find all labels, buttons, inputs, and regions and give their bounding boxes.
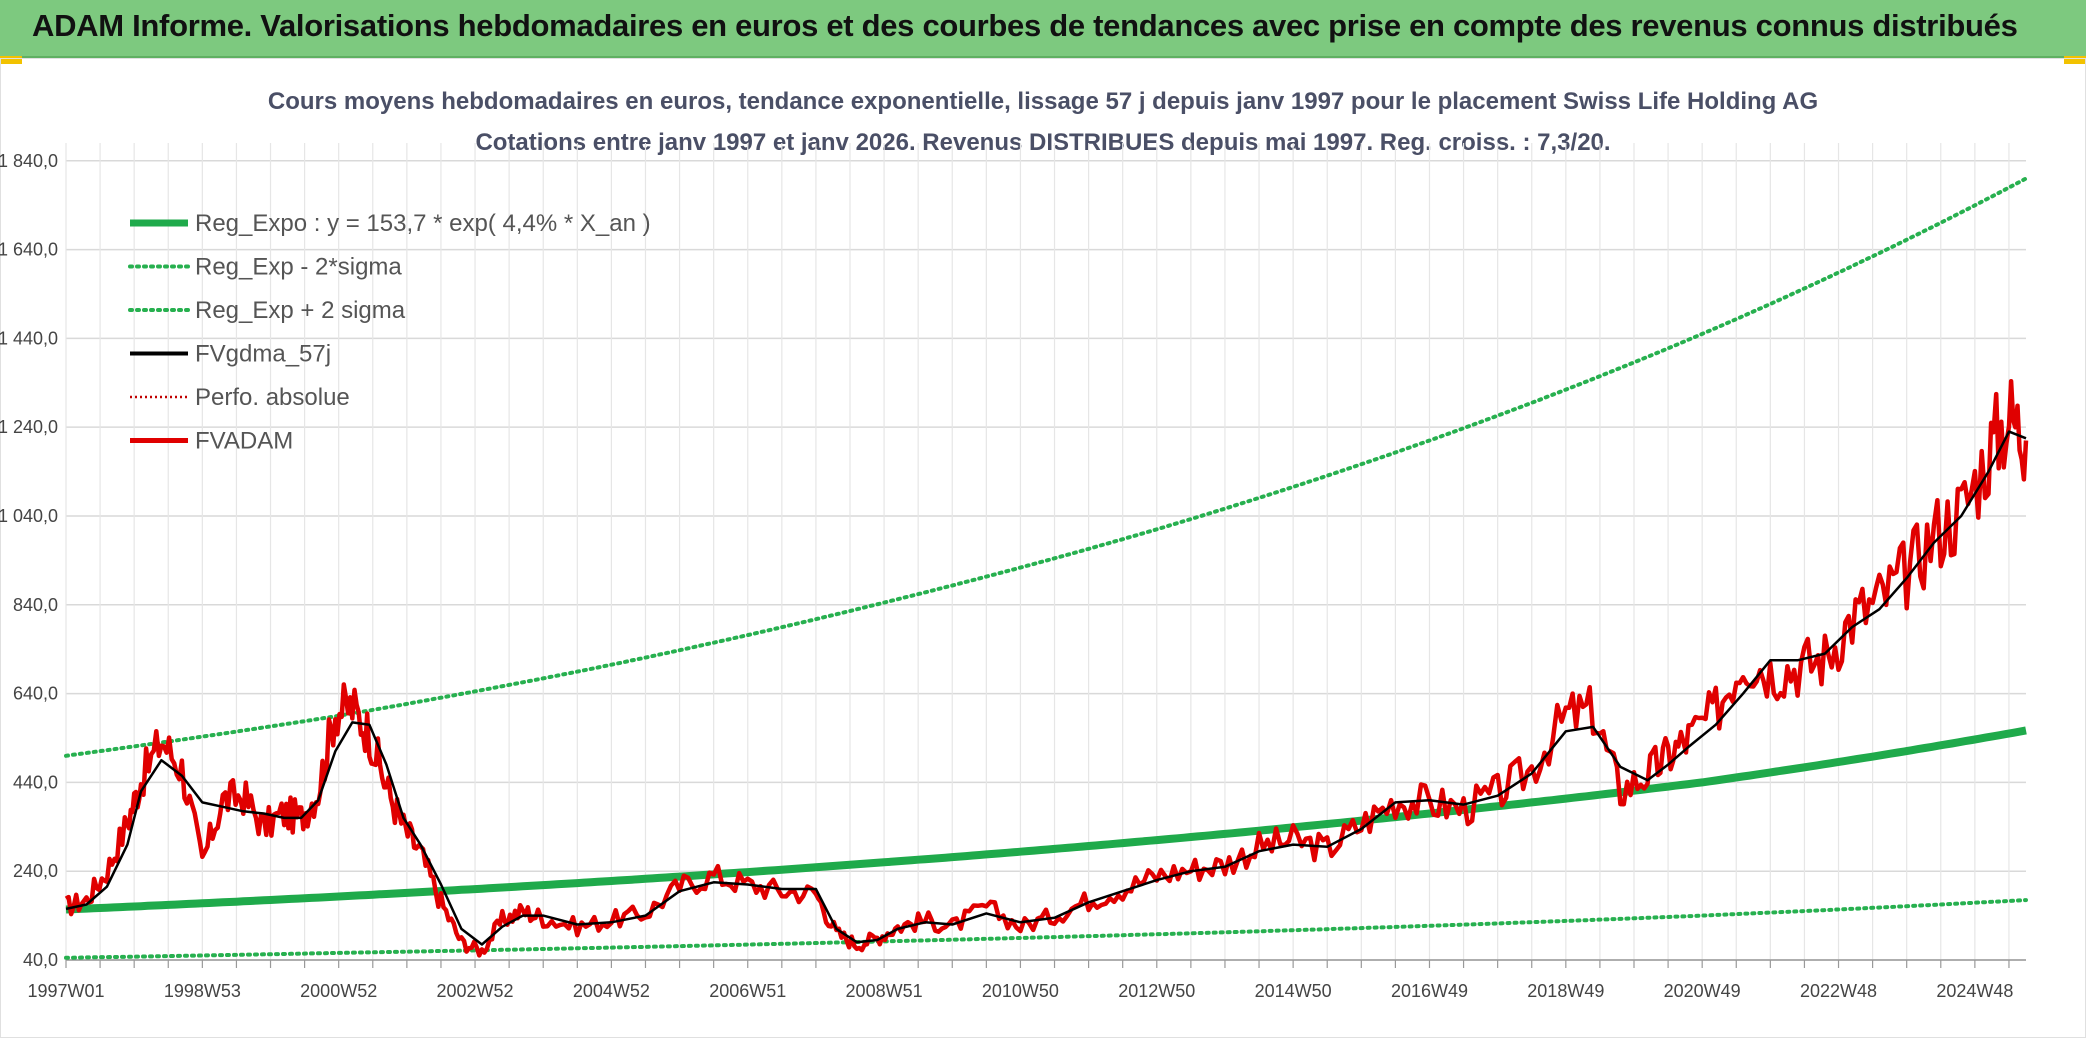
- axes: 40,0 240,0 440,0 640,0 840,0 1 040,0 1 240,0 1 …: [0, 151, 2026, 1001]
- y-tick-label: 1 240,0: [0, 417, 58, 437]
- y-tick-label: 1 840,0: [0, 151, 58, 171]
- x-tick-label: 2004W52: [573, 981, 650, 1001]
- x-tick-label: 2020W49: [1664, 981, 1741, 1001]
- x-tick-label: 2000W52: [300, 981, 377, 1001]
- x-tick-label: 2002W52: [437, 981, 514, 1001]
- x-tick-label: 2016W49: [1391, 981, 1468, 1001]
- series-line-reg-expo: [65, 726, 2027, 914]
- x-tick-label: 2006W51: [709, 981, 786, 1001]
- legend-label: Perfo. absolue: [195, 384, 350, 411]
- chart-subtitle: Cotations entre janv 1997 et janv 2026. …: [475, 129, 1610, 156]
- y-tick-label: 840,0: [13, 595, 58, 615]
- y-tick-label: 1 040,0: [0, 506, 58, 526]
- x-tick-label: 2012W50: [1118, 981, 1195, 1001]
- corner-marker-right: [2064, 56, 2086, 64]
- y-tick-label: 440,0: [13, 772, 58, 792]
- series-layer: [64, 176, 2029, 960]
- report-banner: ADAM Informe. Valorisations hebdomadaire…: [0, 0, 2086, 58]
- corner-marker-left: [0, 56, 22, 64]
- series-line-minus-2sigma: [64, 898, 2028, 960]
- x-tick-label: 1997W01: [27, 981, 104, 1001]
- y-tick-label: 1 640,0: [0, 240, 58, 260]
- y-tick-label: 640,0: [13, 684, 58, 704]
- x-tick-label: 2024W48: [1936, 981, 2013, 1001]
- x-tick-label: 2010W50: [982, 981, 1059, 1001]
- x-tick-label: 2018W49: [1527, 981, 1604, 1001]
- legend-label: Reg_Exp - 2*sigma: [195, 254, 402, 281]
- legend-label: FVADAM: [195, 428, 293, 455]
- x-tick-label: 2014W50: [1255, 981, 1332, 1001]
- y-tick-label: 40,0: [23, 950, 58, 970]
- report-title: ADAM Informe. Valorisations hebdomadaire…: [32, 8, 2018, 43]
- y-tick-label: 240,0: [13, 861, 58, 881]
- x-tick-label: 2022W48: [1800, 981, 1877, 1001]
- series-line-plus-2sigma: [64, 176, 2028, 758]
- y-tick-label: 1 440,0: [0, 328, 58, 348]
- legend-label: Reg_Exp + 2 sigma: [195, 297, 406, 324]
- x-tick-label: 1998W53: [164, 981, 241, 1001]
- legend-label: FVgdma_57j: [195, 341, 331, 368]
- series-line-fvgdma: [65, 430, 2027, 946]
- legend-label: Reg_Expo : y = 153,7 * exp( 4,4% * X_an …: [195, 210, 651, 237]
- chart-title: Cours moyens hebdomadaires en euros, ten…: [268, 88, 1818, 115]
- legend: Reg_Expo : y = 153,7 * exp( 4,4% * X_an …: [128, 210, 651, 455]
- series-line-fvadam: [64, 378, 2029, 958]
- x-tick-label: 2008W51: [846, 981, 923, 1001]
